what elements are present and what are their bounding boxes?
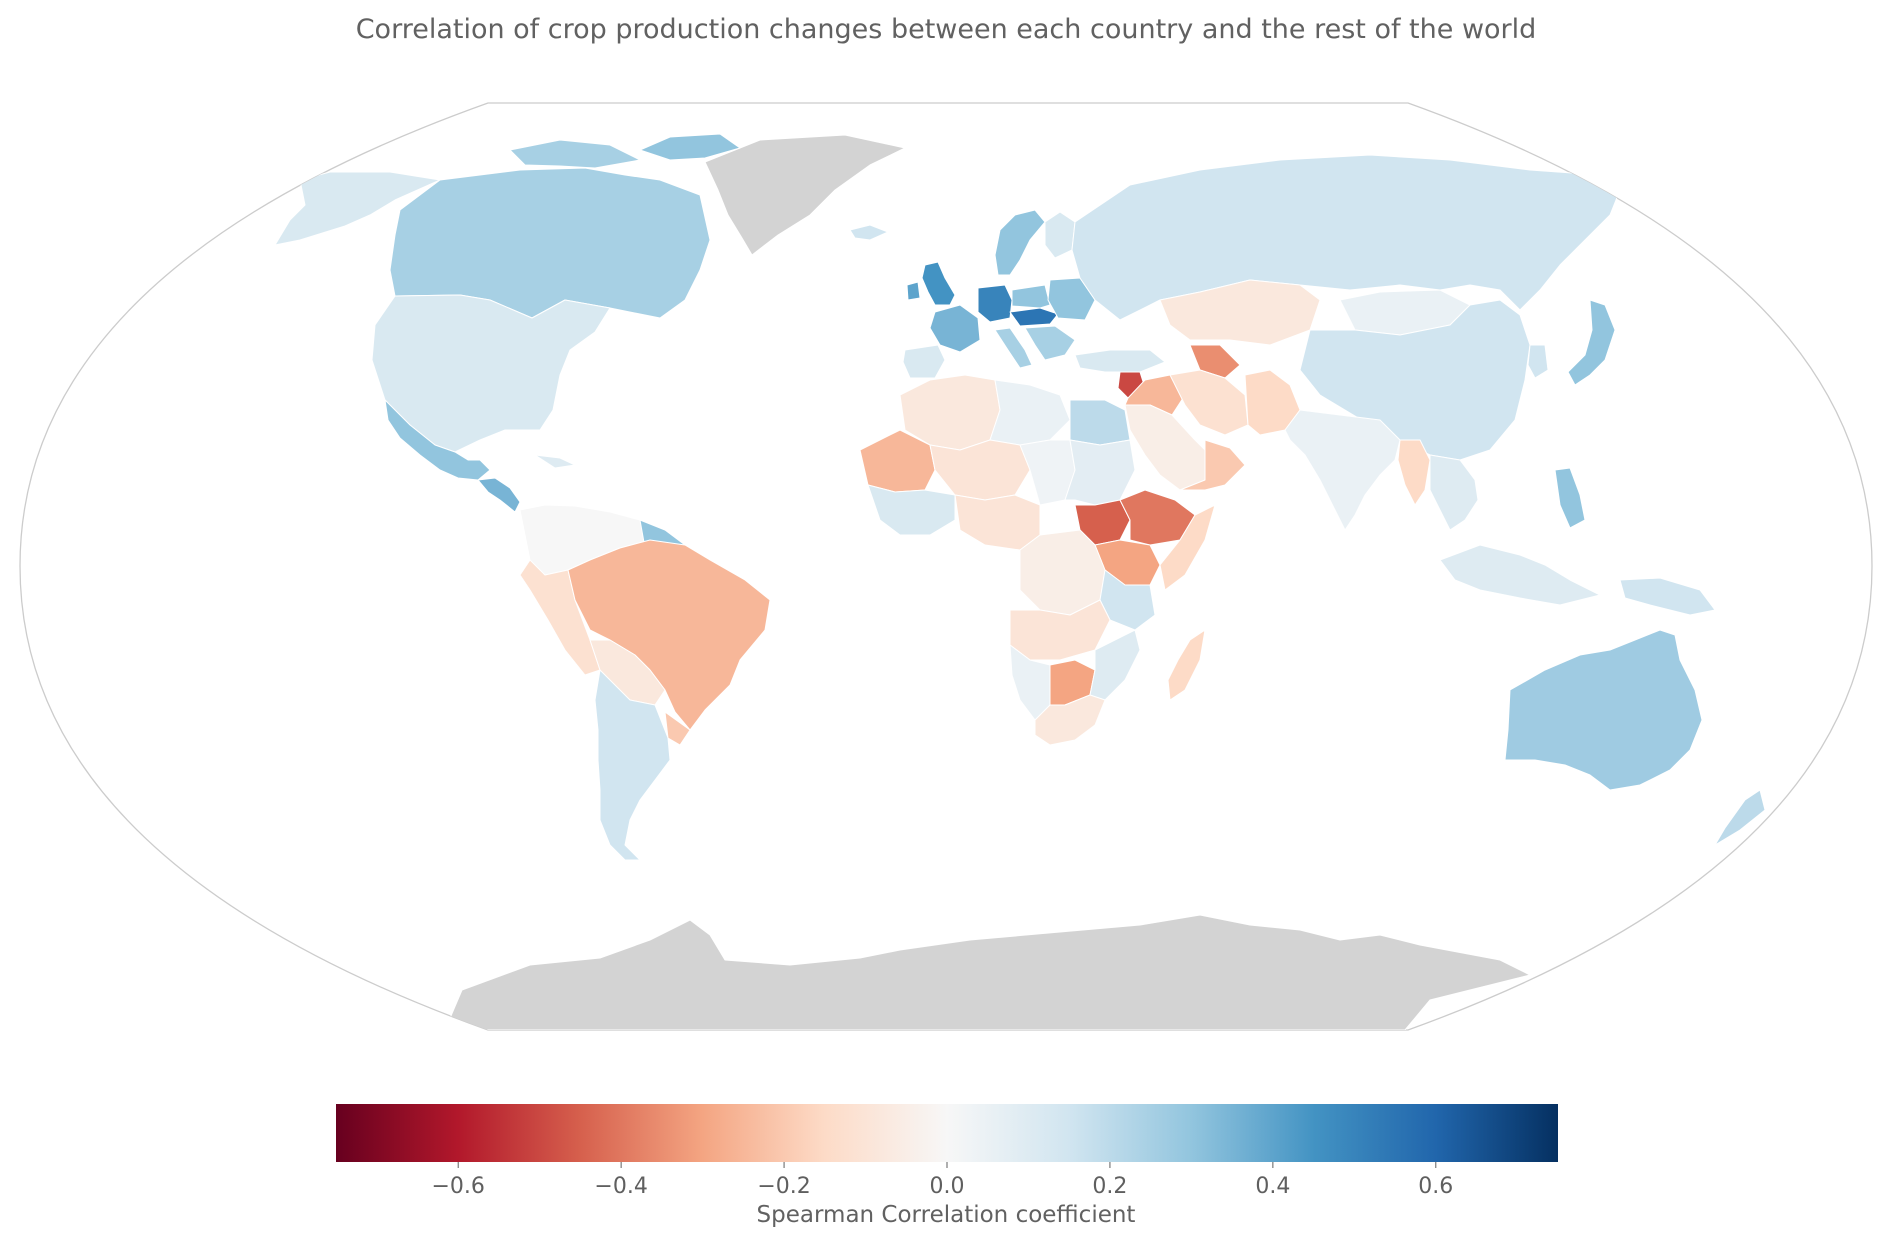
region-italy	[994, 327, 1033, 369]
region-ireland	[906, 281, 921, 301]
region-korea	[1527, 344, 1549, 379]
region-iberia	[902, 344, 946, 379]
region-central-america	[477, 477, 521, 513]
colorbar-tick-label: −0.6	[431, 1174, 484, 1199]
region-yemen-oman	[1179, 439, 1246, 491]
region-south-africa	[1034, 694, 1106, 746]
colorbar-label: Spearman Correlation coefficient	[756, 1202, 1136, 1228]
region-mali-niger	[929, 439, 1031, 501]
region-canada	[389, 167, 711, 319]
colorbar-tick-label: 0.2	[1092, 1174, 1127, 1199]
chart-title: Correlation of crop production changes b…	[355, 14, 1537, 45]
region-germany	[977, 284, 1013, 323]
region-canada-arctic-2	[639, 133, 741, 161]
region-peru	[519, 559, 601, 676]
region-canada-arctic	[509, 139, 641, 169]
region-balkans	[1024, 325, 1076, 361]
region-philippines	[1554, 467, 1586, 529]
region-greenland	[704, 134, 906, 256]
region-caribbean	[534, 454, 576, 469]
colorbar-tick-label: −0.2	[757, 1174, 810, 1199]
region-mexico	[384, 399, 491, 481]
region-uk	[921, 261, 956, 306]
region-myanmar	[1397, 439, 1431, 506]
region-new-zealand	[1714, 789, 1766, 846]
colorbar-tick-label: 0.0	[930, 1174, 965, 1199]
colorbar-ticks: −0.6 −0.4 −0.2 0.0 0.2 0.4 0.6	[431, 1162, 1453, 1199]
region-france	[929, 304, 981, 353]
region-mozambique	[1089, 629, 1141, 701]
colorbar-tick-label: −0.4	[594, 1174, 647, 1199]
region-russia	[1071, 154, 1621, 321]
region-central-europe	[1009, 307, 1059, 327]
region-finland	[1044, 211, 1076, 259]
region-antarctica	[444, 914, 1531, 1030]
region-china	[1299, 299, 1531, 461]
region-uruguay	[664, 711, 691, 746]
region-west-africa-coast	[867, 484, 956, 536]
region-somalia	[1159, 504, 1216, 591]
region-turkey	[1074, 349, 1166, 373]
region-alaska	[274, 171, 441, 246]
colorbar-tick-label: 0.4	[1255, 1174, 1290, 1199]
colorbar-tick-label: 0.6	[1418, 1174, 1453, 1199]
region-madagascar	[1167, 629, 1206, 701]
region-iceland	[849, 224, 889, 241]
region-poland	[1011, 284, 1051, 309]
region-japan	[1567, 299, 1616, 386]
region-caucasus	[1189, 344, 1241, 379]
region-scandinavia	[994, 209, 1046, 276]
region-southeast-asia	[1429, 454, 1479, 531]
region-india	[1284, 409, 1401, 531]
region-dr-congo	[1019, 529, 1106, 616]
region-argentina-chile	[594, 669, 671, 861]
region-australia	[1504, 629, 1703, 791]
map-frame	[19, 102, 1873, 1031]
region-indonesia	[1439, 544, 1601, 606]
colorbar	[336, 1104, 1558, 1162]
region-papua-new-guinea	[1619, 577, 1716, 616]
